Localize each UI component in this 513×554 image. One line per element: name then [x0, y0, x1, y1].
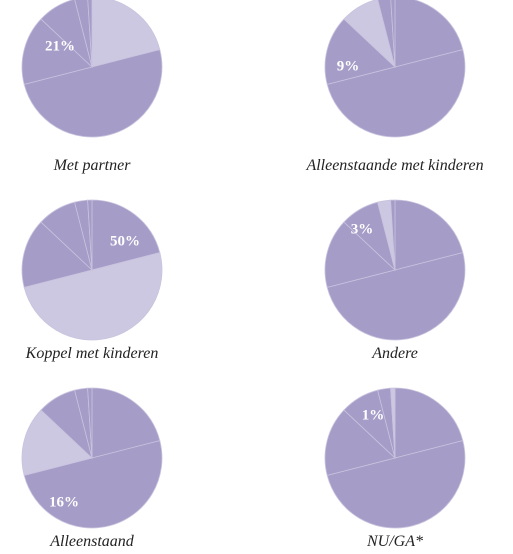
pie-slice [40, 0, 93, 69]
pie-name: NU/GA* [366, 533, 423, 550]
pie-slice [377, 0, 396, 68]
pie-slice [326, 440, 466, 529]
pie-slice [21, 221, 93, 288]
pie-name: Alleenstaand [49, 533, 135, 550]
pie-name: Met partner [53, 157, 132, 174]
pie-slice [326, 252, 466, 341]
pie-slice [87, 199, 93, 271]
pie-slice [394, 0, 464, 68]
value-label: 21% [45, 38, 75, 54]
pie-slice [23, 440, 163, 529]
pie-panel: 1% NU/GA* [324, 387, 466, 550]
value-label: 50% [110, 233, 140, 249]
pie-slice [87, 387, 93, 459]
value-label: 16% [49, 494, 79, 510]
pie-slice [91, 0, 161, 68]
pie-slice [23, 252, 163, 341]
pie-slice [87, 0, 93, 68]
pie-name: Koppel met kinderen [25, 345, 159, 362]
value-label: 9% [337, 58, 360, 74]
pie-slice [324, 409, 396, 476]
value-label: 1% [362, 407, 385, 423]
pie-panel: 50% Koppel met kinderen [21, 199, 163, 362]
pie-panel: 3% Andere [324, 199, 466, 362]
pie-slice [91, 199, 161, 271]
pie-slice [394, 199, 464, 271]
pie-name: Andere [371, 345, 418, 362]
pie-slice [390, 199, 396, 271]
pie-slice [21, 18, 93, 85]
pie-panel: 16% Alleenstaand [21, 387, 163, 550]
pie-slice [324, 18, 396, 85]
pie-slice [23, 49, 163, 138]
pie-name: Alleenstaande met kinderen [305, 157, 483, 174]
pie-slice [394, 387, 464, 459]
pie-slice [390, 0, 396, 68]
pie-slice [390, 387, 396, 459]
pie-slice [324, 221, 396, 288]
pie-slice [343, 0, 396, 69]
pie-slice [91, 387, 161, 459]
pie-slice [326, 49, 466, 138]
pie-slice [74, 0, 93, 68]
pie-slice [21, 409, 93, 476]
pie-panel: 21% Met partner [21, 0, 163, 174]
value-label: 3% [351, 221, 374, 237]
pie-panel: 9% Alleenstaande met kinderen [305, 0, 484, 174]
